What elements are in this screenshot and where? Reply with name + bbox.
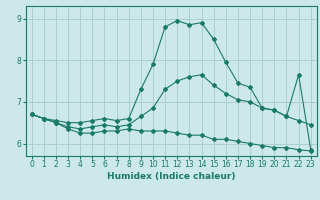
- X-axis label: Humidex (Indice chaleur): Humidex (Indice chaleur): [107, 172, 236, 181]
